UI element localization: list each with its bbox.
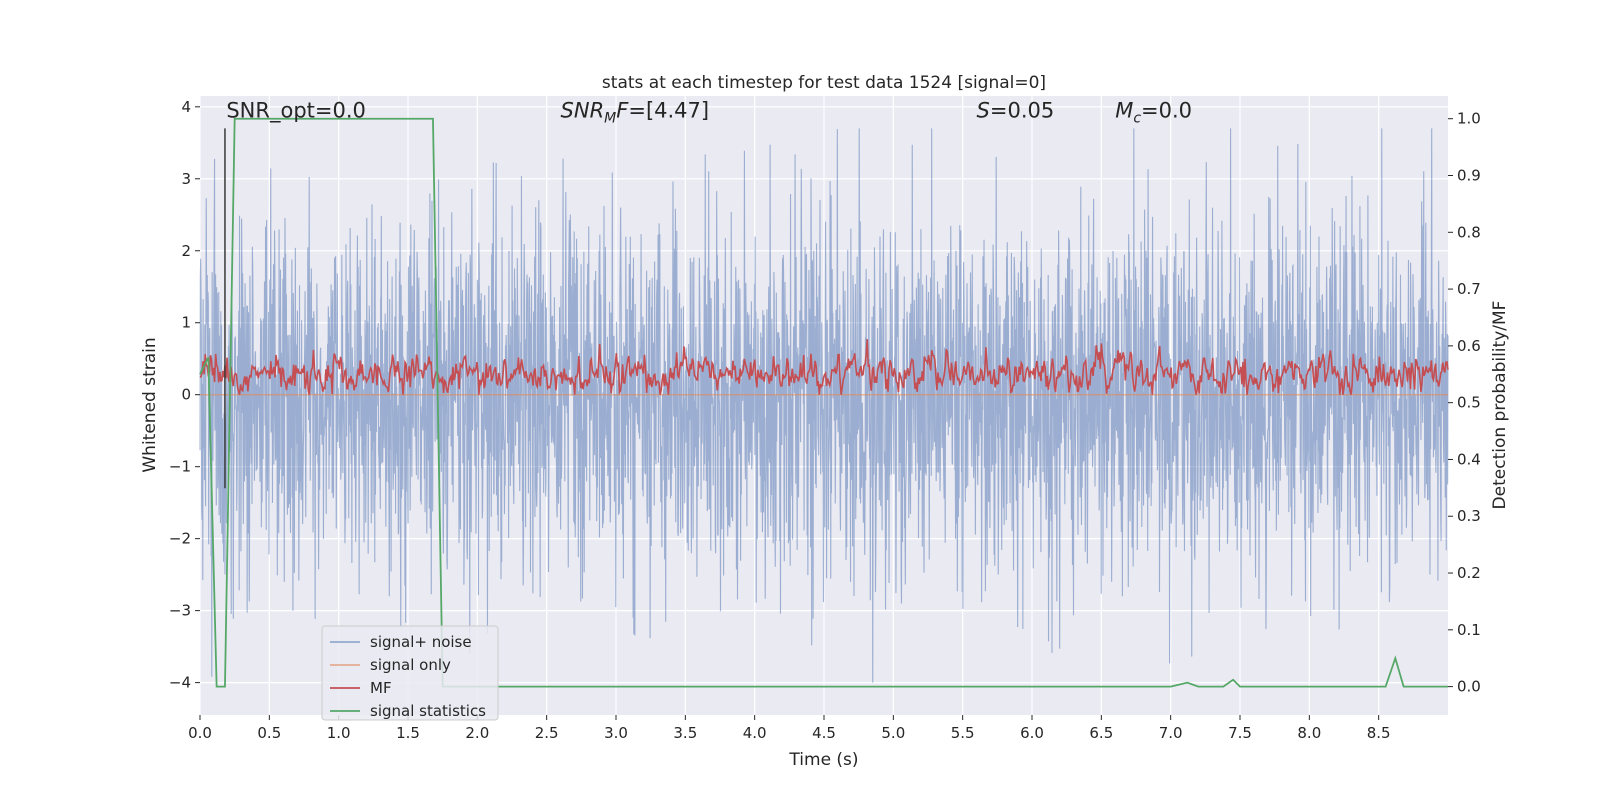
legend-label: signal+ noise	[370, 633, 472, 651]
annotation-text: S=0.05	[977, 99, 1055, 123]
y-right-tick-label: 0.3	[1457, 507, 1481, 525]
annotation-text: SNR_opt=0.0	[226, 99, 366, 124]
y-right-tick-label: 0.5	[1457, 394, 1481, 412]
y-axis-ticks-left: 4 3 2 1 0 −1 −2 −3 −4	[169, 98, 200, 692]
y-right-tick-label: 0.4	[1457, 450, 1481, 468]
legend: signal+ noise signal only MF signal statist…	[321, 625, 499, 721]
x-tick-label: 0.5	[257, 724, 281, 742]
x-tick-label: 7.0	[1159, 724, 1183, 742]
x-tick-label: 8.0	[1297, 724, 1321, 742]
x-tick-label: 3.5	[673, 724, 697, 742]
x-tick-label: 5.0	[881, 724, 905, 742]
y-right-tick-label: 0.9	[1457, 167, 1481, 185]
y-tick-label: 3	[181, 170, 191, 188]
series-line-mf	[199, 339, 1449, 396]
legend-label: signal statistics	[370, 702, 486, 720]
y-tick-label: −4	[169, 674, 191, 692]
x-tick-label: 4.5	[812, 724, 836, 742]
series-line-signal-noise	[199, 128, 1449, 683]
series-line-signal-statistics	[199, 117, 1448, 688]
y-tick-label: 1	[181, 314, 191, 332]
x-tick-label: 3.0	[604, 724, 628, 742]
y-tick-label: 4	[181, 98, 191, 116]
y-right-tick-label: 0.0	[1457, 678, 1481, 696]
y-right-tick-label: 0.7	[1457, 280, 1481, 298]
y-tick-label: −2	[169, 530, 191, 548]
x-axis-ticks: 0.0 0.5 1.0 1.5 2.0 2.5 3.0 3.5 4.0 4.5 5.0 5.5 6.0 6…	[188, 715, 1391, 742]
y-tick-label: −3	[169, 602, 191, 620]
x-tick-label: 7.5	[1228, 724, 1252, 742]
legend-label: MF	[370, 679, 392, 697]
y-axis-label-right: Detection probability/MF	[1490, 301, 1510, 510]
y-right-tick-label: 0.1	[1457, 621, 1481, 639]
x-tick-label: 0.0	[188, 724, 212, 742]
x-tick-label: 1.5	[396, 724, 420, 742]
x-tick-label: 8.5	[1367, 724, 1391, 742]
y-right-tick-label: 0.6	[1457, 337, 1481, 355]
x-tick-label: 2.0	[465, 724, 489, 742]
y-tick-label: 2	[181, 242, 191, 260]
x-axis-label: Time (s)	[788, 750, 858, 770]
y-right-tick-label: 0.8	[1457, 223, 1481, 241]
y-tick-label: 0	[181, 386, 191, 404]
y-right-tick-label: 1.0	[1457, 110, 1481, 128]
x-tick-label: 5.5	[951, 724, 975, 742]
legend-box	[321, 625, 499, 721]
x-tick-label: 6.0	[1020, 724, 1044, 742]
y-tick-label: −1	[169, 458, 191, 476]
chart-title: stats at each timestep for test data 152…	[602, 73, 1046, 93]
annotation-text: SNRMF=[4.47]	[561, 99, 710, 127]
annotation-text: Mc=0.0	[1115, 99, 1192, 127]
x-tick-label: 4.0	[743, 724, 767, 742]
annotations: SNR_opt=0.0 SNRMF=[4.47] S=0.05 Mc=0.0	[226, 99, 1192, 127]
y-axis-ticks-right: 1.0 0.9 0.8 0.7 0.6 0.5 0.4 0.3 0.2 0.1 0.0	[1448, 110, 1481, 696]
x-tick-label: 1.0	[327, 724, 351, 742]
legend-label: signal only	[370, 656, 451, 674]
series-layer	[199, 117, 1449, 688]
y-right-tick-label: 0.2	[1457, 564, 1481, 582]
x-tick-label: 6.5	[1089, 724, 1113, 742]
x-tick-label: 2.5	[535, 724, 559, 742]
y-axis-label-left: Whitened strain	[140, 337, 160, 472]
